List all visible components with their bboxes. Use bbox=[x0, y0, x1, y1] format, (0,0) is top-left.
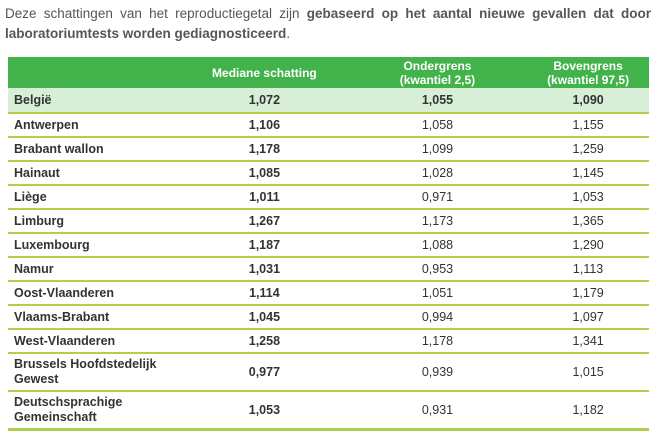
header-cell-lower: Ondergrens (kwantiel 2,5) bbox=[348, 57, 527, 88]
table-row: Liège 1,011 0,971 1,053 bbox=[8, 184, 649, 208]
header-line: (kwantiel 97,5) bbox=[547, 72, 630, 87]
upper-cell: 1,182 bbox=[572, 402, 604, 417]
region-cell: Luxembourg bbox=[14, 237, 90, 252]
lower-cell: 1,173 bbox=[421, 213, 454, 228]
upper-cell: 1,259 bbox=[572, 141, 604, 156]
lower-cell: 0,994 bbox=[421, 309, 454, 324]
table-row: West-Vlaanderen 1,258 1,178 1,341 bbox=[8, 328, 649, 352]
lower-cell: 1,058 bbox=[421, 117, 454, 132]
intro-text-period: . bbox=[286, 26, 291, 41]
header-line: (kwantiel 2,5) bbox=[399, 72, 476, 87]
lower-cell: 0,971 bbox=[421, 189, 454, 204]
lower-cell: 1,051 bbox=[421, 285, 454, 300]
region-cell: Oost-Vlaanderen bbox=[14, 285, 115, 300]
region-cell: Liège bbox=[14, 189, 47, 204]
lower-cell: 0,931 bbox=[421, 402, 454, 417]
median-cell: 1,106 bbox=[248, 117, 281, 132]
upper-cell: 1,015 bbox=[572, 364, 604, 379]
header-line: Ondergrens bbox=[403, 58, 472, 73]
header-cell-upper: Bovengrens (kwantiel 97,5) bbox=[527, 57, 649, 88]
upper-cell: 1,097 bbox=[572, 309, 604, 324]
median-cell: 1,053 bbox=[248, 402, 281, 417]
median-cell: 1,011 bbox=[249, 189, 280, 204]
region-cell: Hainaut bbox=[14, 165, 60, 180]
upper-cell: 1,179 bbox=[572, 285, 604, 300]
table-row: Limburg 1,267 1,173 1,365 bbox=[8, 208, 649, 232]
upper-cell: 1,365 bbox=[572, 213, 604, 228]
table-row: Hainaut 1,085 1,028 1,145 bbox=[8, 160, 649, 184]
median-cell: 0,977 bbox=[248, 364, 281, 379]
page: Deze schattingen van het reproductiegeta… bbox=[0, 4, 657, 431]
intro-paragraph: Deze schattingen van het reproductiegeta… bbox=[5, 4, 651, 44]
median-cell: 1,085 bbox=[248, 165, 281, 180]
upper-cell: 1,155 bbox=[572, 117, 604, 132]
table-header-row: Mediane schatting Ondergrens (kwantiel 2… bbox=[8, 57, 649, 88]
region-cell: België bbox=[14, 92, 52, 107]
table-row: Deutschsprachige Gemeinschaft 1,053 0,93… bbox=[8, 390, 649, 428]
lower-cell: 0,939 bbox=[421, 364, 454, 379]
lower-cell: 1,099 bbox=[421, 141, 454, 156]
median-cell: 1,114 bbox=[249, 285, 280, 300]
lower-cell: 1,055 bbox=[421, 92, 454, 107]
intro-text-bold: gebaseerd op het aantal nieuwe gevallen … bbox=[5, 6, 651, 41]
header-line: Mediane schatting bbox=[212, 65, 317, 80]
upper-cell: 1,113 bbox=[572, 261, 604, 276]
upper-cell: 1,290 bbox=[572, 237, 604, 252]
lower-cell: 1,088 bbox=[421, 237, 454, 252]
region-cell: Limburg bbox=[14, 213, 64, 228]
median-cell: 1,031 bbox=[248, 261, 281, 276]
upper-cell: 1,053 bbox=[572, 189, 604, 204]
table-row: Brussels Hoofdstedelijk Gewest 0,977 0,9… bbox=[8, 352, 649, 390]
median-cell: 1,072 bbox=[248, 92, 281, 107]
reproduction-number-table: Mediane schatting Ondergrens (kwantiel 2… bbox=[8, 57, 649, 431]
region-cell: Vlaams-Brabant bbox=[14, 309, 110, 324]
table-row: Brabant wallon 1,178 1,099 1,259 bbox=[8, 136, 649, 160]
region-cell: Deutschsprachige Gemeinschaft bbox=[14, 395, 123, 424]
table-row: Vlaams-Brabant 1,045 0,994 1,097 bbox=[8, 304, 649, 328]
lower-cell: 1,028 bbox=[421, 165, 454, 180]
upper-cell: 1,090 bbox=[572, 92, 604, 107]
median-cell: 1,045 bbox=[248, 309, 281, 324]
median-cell: 1,267 bbox=[248, 213, 281, 228]
median-cell: 1,178 bbox=[248, 141, 281, 156]
region-cell: Brabant wallon bbox=[14, 141, 104, 156]
median-cell: 1,258 bbox=[248, 333, 281, 348]
upper-cell: 1,341 bbox=[572, 333, 604, 348]
table-row: Namur 1,031 0,953 1,113 bbox=[8, 256, 649, 280]
table-row: Antwerpen 1,106 1,058 1,155 bbox=[8, 112, 649, 136]
region-cell: Namur bbox=[14, 261, 54, 276]
region-cell: Brussels Hoofdstedelijk Gewest bbox=[14, 357, 157, 386]
header-cell-median: Mediane schatting bbox=[181, 57, 348, 88]
lower-cell: 1,178 bbox=[421, 333, 454, 348]
table-row: België 1,072 1,055 1,090 bbox=[8, 88, 649, 112]
table-row: Oost-Vlaanderen 1,114 1,051 1,179 bbox=[8, 280, 649, 304]
table-body: België 1,072 1,055 1,090 Antwerpen 1,106… bbox=[8, 88, 649, 428]
header-cell-region bbox=[8, 57, 181, 88]
table-row: Luxembourg 1,187 1,088 1,290 bbox=[8, 232, 649, 256]
intro-text-regular: Deze schattingen van het reproductiegeta… bbox=[5, 6, 307, 21]
region-cell: West-Vlaanderen bbox=[14, 333, 116, 348]
median-cell: 1,187 bbox=[248, 237, 281, 252]
lower-cell: 0,953 bbox=[421, 261, 454, 276]
region-cell: Antwerpen bbox=[14, 117, 79, 132]
upper-cell: 1,145 bbox=[572, 165, 604, 180]
header-line: Bovengrens bbox=[553, 58, 623, 73]
